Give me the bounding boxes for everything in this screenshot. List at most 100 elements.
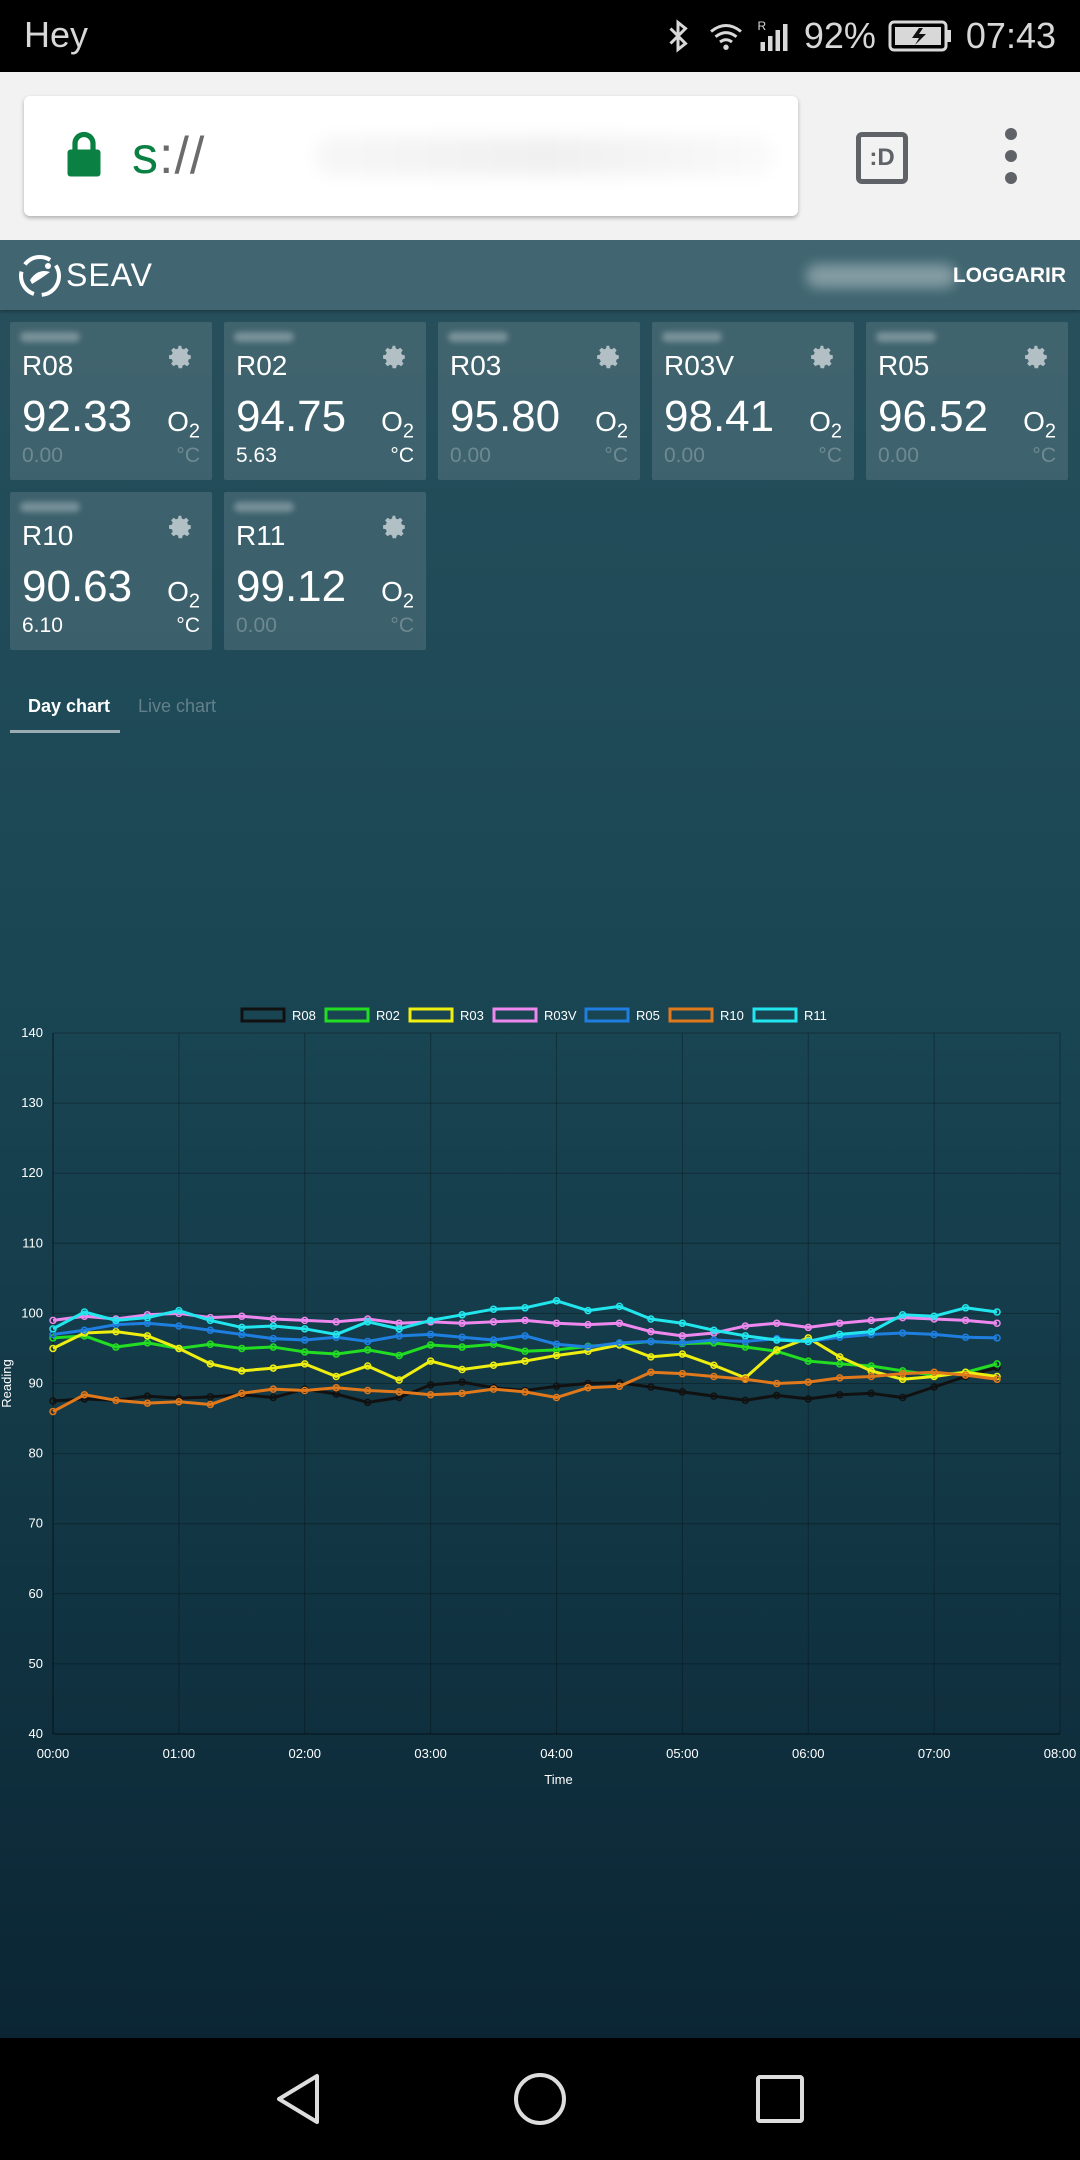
battery-charging-icon [888, 20, 951, 52]
data-point-r05 [584, 1343, 592, 1351]
data-point-r11 [930, 1312, 938, 1320]
data-point-r05 [489, 1336, 498, 1344]
data-point-r10 [835, 1374, 844, 1382]
data-point-r05 [615, 1339, 624, 1347]
data-point-r03 [710, 1361, 718, 1370]
y-tick-label: 110 [22, 1235, 43, 1250]
data-point-r10 [898, 1369, 907, 1378]
data-point-r11 [395, 1325, 403, 1333]
data-point-r10 [521, 1388, 529, 1396]
data-point-r02 [269, 1343, 278, 1351]
sensor-card-r11[interactable]: R11 99.12 O2 0.00 °C [224, 492, 426, 650]
data-point-r08 [741, 1396, 750, 1405]
sensor-card-r02[interactable]: R02 94.75 O2 5.63 °C [224, 322, 426, 480]
y-tick-label: 100 [21, 1305, 43, 1320]
data-point-r10 [678, 1369, 687, 1378]
legend-label: R08 [292, 1008, 316, 1023]
legend-swatch-r03v [492, 1007, 538, 1023]
data-point-r05 [458, 1333, 466, 1341]
o2-value: 95.80 [450, 392, 561, 441]
x-tick-label: 03:00 [414, 1746, 447, 1761]
data-point-r11 [521, 1304, 529, 1312]
gear-icon[interactable] [810, 344, 836, 370]
sensor-card-r05[interactable]: R05 96.52 O2 0.00 °C [866, 322, 1068, 480]
data-point-r10 [489, 1385, 498, 1393]
data-point-r10 [301, 1386, 309, 1395]
data-point-r02 [238, 1344, 246, 1353]
app-title: SEAV [66, 257, 153, 293]
gear-icon[interactable] [382, 344, 408, 370]
data-point-r08 [426, 1381, 435, 1389]
data-point-r11 [143, 1313, 152, 1322]
data-point-r05 [710, 1336, 718, 1344]
o2-value: 98.41 [664, 392, 775, 441]
data-point-r03 [552, 1351, 561, 1360]
data-point-r11 [835, 1330, 844, 1339]
data-point-r03 [175, 1344, 183, 1353]
temperature-unit: °C [818, 444, 842, 467]
y-tick-label: 80 [29, 1446, 43, 1461]
back-icon[interactable] [269, 2068, 331, 2130]
recents-icon[interactable] [749, 2068, 811, 2130]
address-bar[interactable]: s:// [24, 96, 798, 216]
data-point-r11 [804, 1337, 812, 1346]
sensor-card-r03[interactable]: R03 95.80 O2 0.00 °C [438, 322, 640, 480]
app-content: SEAV LOGGARIR R08 92.33 O2 0.00 °C R02 94.75 O2… [0, 240, 1080, 2038]
data-point-r08 [363, 1398, 372, 1407]
data-point-r03v [521, 1316, 529, 1325]
data-point-r11 [489, 1305, 498, 1313]
data-point-r05 [930, 1330, 938, 1339]
overflow-menu-icon[interactable] [998, 128, 1024, 192]
series-line-r05 [52, 1321, 998, 1349]
data-point-r02 [835, 1360, 844, 1368]
data-point-r11 [175, 1306, 183, 1315]
data-point-r08 [835, 1390, 844, 1399]
gear-icon[interactable] [168, 344, 194, 370]
card-subtitle-redacted [876, 332, 936, 342]
home-icon[interactable] [509, 2068, 571, 2130]
series-line-r11 [52, 1299, 998, 1343]
clock: 07:43 [965, 15, 1056, 56]
legend-swatch-r08 [240, 1007, 286, 1023]
data-point-r08 [898, 1393, 907, 1402]
gear-icon[interactable] [596, 344, 622, 370]
data-point-r11 [773, 1336, 781, 1344]
y-tick-label: 90 [29, 1376, 43, 1391]
tab-switcher-icon[interactable]: :D [856, 132, 908, 184]
data-point-r02 [867, 1362, 875, 1370]
battery-percent: 92% [803, 15, 876, 56]
browser-toolbar: s:// :D [0, 72, 1080, 240]
temperature-unit: °C [390, 444, 414, 467]
data-point-r10 [458, 1389, 466, 1398]
data-point-r10 [804, 1378, 812, 1386]
data-point-r10 [238, 1389, 246, 1398]
gear-icon[interactable] [1024, 344, 1050, 370]
sensor-card-r03v[interactable]: R03V 98.41 O2 0.00 °C [652, 322, 854, 480]
data-point-r11 [647, 1315, 655, 1323]
gear-icon[interactable] [382, 514, 408, 540]
data-point-r08 [804, 1395, 812, 1403]
sensor-card-r08[interactable]: R08 92.33 O2 0.00 °C [10, 322, 212, 480]
data-point-r10 [269, 1385, 278, 1393]
data-point-r11 [867, 1327, 875, 1336]
data-point-r08 [647, 1383, 655, 1391]
url-scheme: s [132, 127, 159, 185]
seav-logo-icon[interactable] [18, 254, 62, 298]
temperature-value: 0.00 [878, 444, 919, 467]
data-point-r10 [332, 1383, 340, 1392]
tab-day-chart[interactable]: Day chart [28, 696, 111, 716]
data-point-r03v [489, 1318, 498, 1326]
data-point-r10 [741, 1375, 750, 1384]
card-subtitle-redacted [20, 502, 80, 512]
temperature-value: 0.00 [22, 444, 63, 467]
gear-icon[interactable] [168, 514, 194, 540]
data-point-r10 [112, 1396, 120, 1405]
logout-button[interactable]: LOGGARIR [952, 264, 1066, 287]
tab-live-chart[interactable]: Live chart [138, 696, 217, 716]
url-text[interactable]: s:// [132, 126, 205, 186]
temperature-unit: °C [604, 444, 628, 467]
data-point-r05 [552, 1340, 561, 1348]
sensor-card-r10[interactable]: R10 90.63 O2 6.10 °C [10, 492, 212, 650]
legend-swatch-r10 [668, 1007, 714, 1023]
data-point-r10 [175, 1397, 183, 1406]
